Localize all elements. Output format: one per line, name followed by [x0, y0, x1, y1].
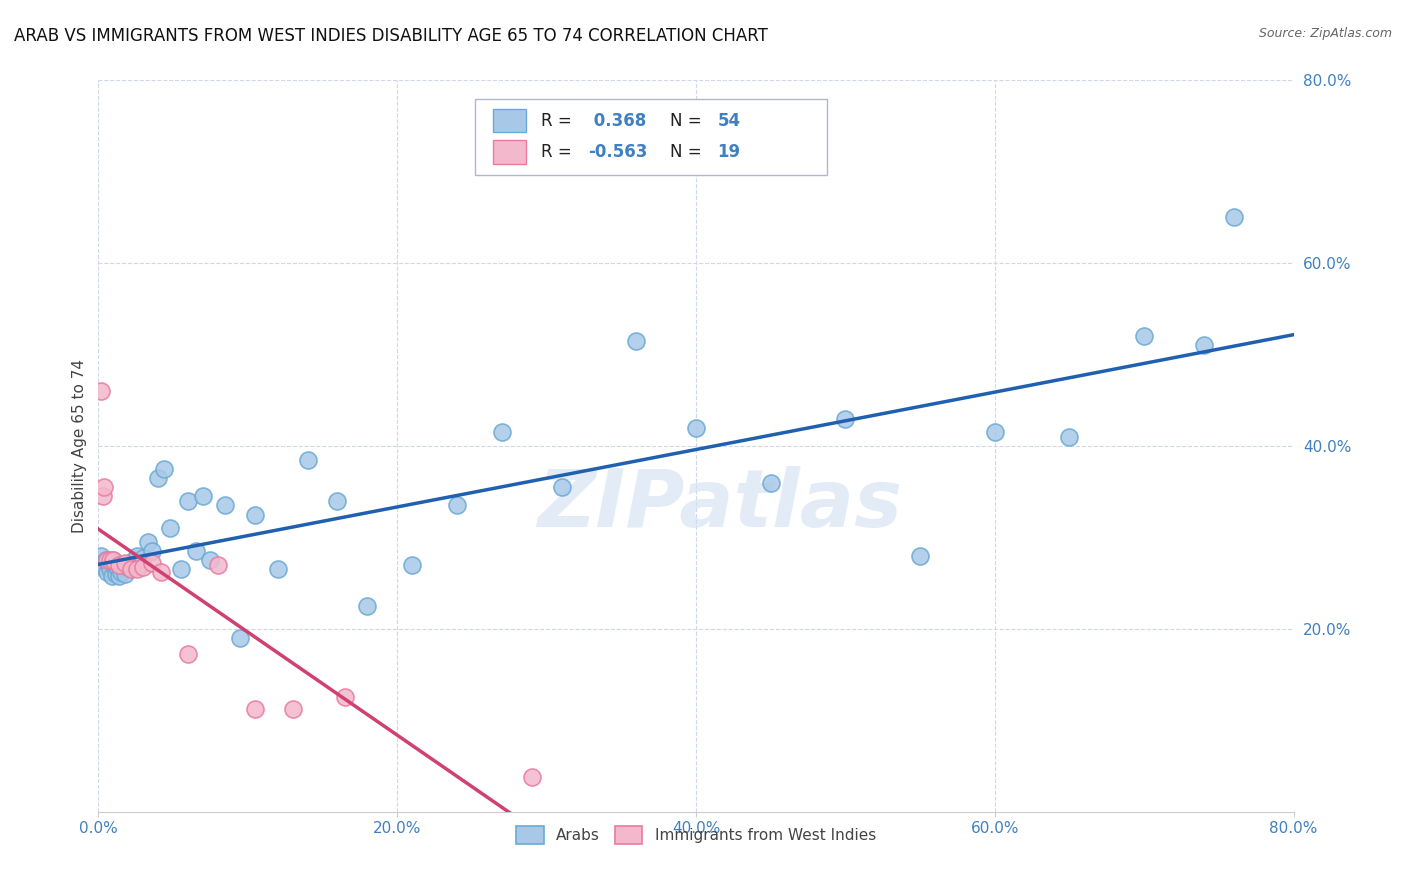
Point: [108, 569, 131, 583]
Point: [110, 565, 132, 579]
Text: N =: N =: [669, 143, 707, 161]
Point: [97, 558, 120, 572]
Point: [297, 452, 319, 467]
Y-axis label: Disability Age 65 to 74: Disability Age 65 to 74: [72, 359, 87, 533]
Point: [136, 535, 159, 549]
Point: [685, 421, 707, 435]
Point: [104, 559, 127, 574]
Point: [1059, 430, 1081, 444]
Point: [333, 690, 356, 705]
Text: -0.563: -0.563: [589, 143, 648, 161]
Point: [1133, 329, 1156, 343]
Point: [107, 562, 129, 576]
Point: [93, 559, 115, 574]
Point: [184, 544, 207, 558]
Point: [245, 702, 267, 716]
Text: 0.368: 0.368: [589, 112, 647, 129]
Point: [103, 553, 125, 567]
Text: N =: N =: [669, 112, 707, 129]
Point: [101, 569, 124, 583]
Point: [491, 425, 513, 440]
Point: [90, 549, 112, 563]
Point: [91, 556, 114, 570]
Point: [114, 567, 136, 582]
Point: [159, 521, 181, 535]
Point: [103, 553, 125, 567]
Point: [132, 550, 155, 565]
Point: [520, 770, 543, 784]
Point: [111, 559, 134, 574]
Point: [759, 475, 782, 490]
Point: [129, 558, 152, 572]
Point: [98, 562, 122, 576]
FancyBboxPatch shape: [494, 140, 526, 163]
Point: [127, 562, 149, 576]
Point: [446, 499, 468, 513]
FancyBboxPatch shape: [475, 99, 827, 176]
Point: [207, 558, 229, 572]
Point: [356, 599, 378, 613]
Text: R =: R =: [541, 112, 576, 129]
Point: [96, 553, 118, 567]
Point: [326, 494, 349, 508]
Point: [112, 558, 135, 572]
Point: [153, 462, 176, 476]
Text: ZIPatlas: ZIPatlas: [537, 466, 903, 543]
Point: [120, 556, 142, 570]
Point: [90, 384, 112, 398]
Point: [908, 549, 931, 563]
Point: [132, 559, 155, 574]
Text: 19: 19: [717, 143, 741, 161]
Text: R =: R =: [541, 143, 576, 161]
Point: [1223, 211, 1246, 225]
Point: [117, 559, 139, 574]
Point: [114, 556, 136, 570]
Point: [281, 702, 304, 716]
Point: [108, 558, 131, 572]
Point: [177, 494, 200, 508]
Point: [94, 553, 117, 567]
Point: [267, 562, 290, 576]
Point: [124, 553, 146, 567]
Point: [91, 489, 114, 503]
Point: [141, 556, 163, 570]
Text: Source: ZipAtlas.com: Source: ZipAtlas.com: [1258, 27, 1392, 40]
Legend: Arabs, Immigrants from West Indies: Arabs, Immigrants from West Indies: [509, 819, 883, 852]
Point: [229, 631, 252, 645]
Point: [245, 508, 267, 522]
Point: [148, 471, 170, 485]
FancyBboxPatch shape: [494, 109, 526, 132]
Point: [200, 553, 222, 567]
Point: [96, 565, 118, 579]
Point: [626, 334, 648, 348]
Point: [550, 480, 572, 494]
Point: [98, 553, 122, 567]
Point: [191, 489, 214, 503]
Point: [169, 562, 191, 576]
Point: [834, 411, 856, 425]
Text: ARAB VS IMMIGRANTS FROM WEST INDIES DISABILITY AGE 65 TO 74 CORRELATION CHART: ARAB VS IMMIGRANTS FROM WEST INDIES DISA…: [14, 27, 768, 45]
Point: [214, 499, 236, 513]
Point: [984, 425, 1007, 440]
Point: [120, 562, 142, 576]
Point: [150, 565, 173, 579]
Text: 54: 54: [717, 112, 741, 129]
Point: [177, 648, 200, 662]
Point: [1192, 338, 1215, 352]
Point: [127, 549, 149, 563]
Point: [401, 558, 423, 572]
Point: [141, 544, 163, 558]
Point: [93, 480, 115, 494]
Point: [105, 567, 128, 582]
